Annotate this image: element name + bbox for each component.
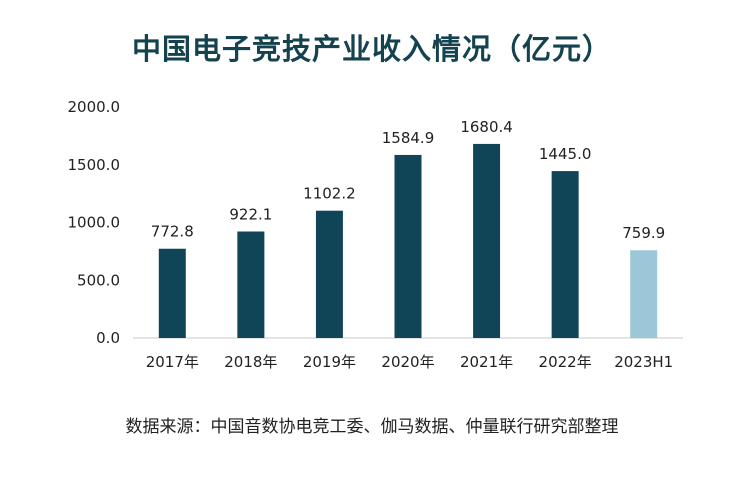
data-label: 759.9 bbox=[622, 224, 665, 242]
data-label: 1102.2 bbox=[303, 185, 356, 203]
bar-2022年 bbox=[551, 171, 579, 338]
bar-2023H1 bbox=[630, 250, 658, 338]
bar-2019年 bbox=[315, 210, 343, 338]
bar-2018年 bbox=[237, 231, 265, 338]
x-tick-label: 2017年 bbox=[146, 353, 199, 371]
data-label: 772.8 bbox=[151, 223, 194, 241]
x-tick-label: 2021年 bbox=[460, 353, 513, 371]
data-label: 1584.9 bbox=[382, 129, 435, 147]
y-tick-label: 1000.0 bbox=[68, 214, 121, 232]
bar-2020年 bbox=[394, 154, 422, 338]
y-tick-label: 0.0 bbox=[96, 329, 120, 347]
chart-title: 中国电子竞技产业收入情况（亿元） bbox=[131, 32, 612, 66]
y-tick-label: 2000.0 bbox=[68, 98, 121, 116]
y-tick-label: 1500.0 bbox=[68, 156, 121, 174]
bar-2021年 bbox=[473, 143, 501, 338]
bar-2017年 bbox=[158, 248, 186, 338]
x-tick-label: 2020年 bbox=[381, 353, 434, 371]
data-label: 1445.0 bbox=[539, 145, 592, 163]
data-label: 1680.4 bbox=[460, 118, 513, 136]
x-tick-label: 2019年 bbox=[303, 353, 356, 371]
data-source-note: 数据来源：中国音数协电竞工委、伽马数据、仲量联行研究部整理 bbox=[125, 417, 619, 437]
x-tick-label: 2023H1 bbox=[614, 353, 673, 371]
y-tick-label: 500.0 bbox=[77, 271, 120, 289]
x-tick-label: 2022年 bbox=[539, 353, 592, 371]
x-tick-label: 2018年 bbox=[224, 353, 277, 371]
data-label: 922.1 bbox=[229, 205, 272, 223]
